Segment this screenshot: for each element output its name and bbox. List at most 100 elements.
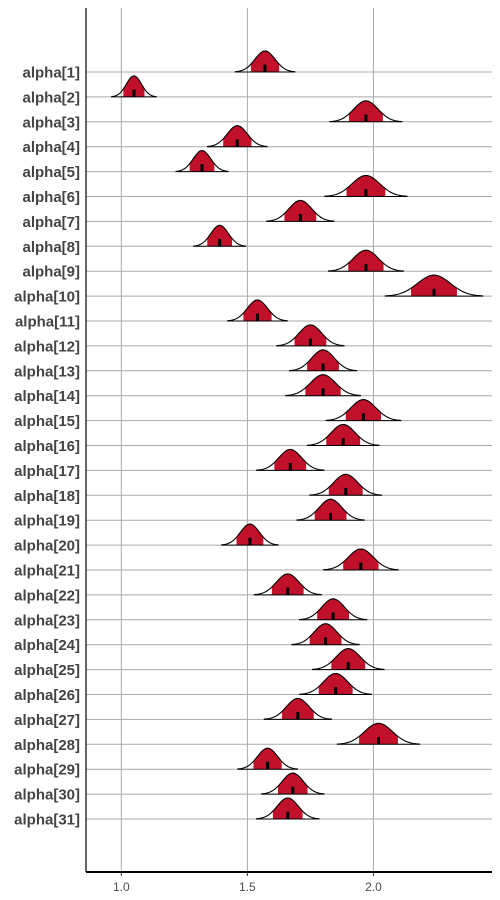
median-marker (288, 463, 292, 471)
density-outline (255, 797, 320, 820)
param-ridge (227, 299, 288, 322)
gridlines (86, 8, 492, 872)
median-marker (321, 363, 325, 371)
y-tick-label: alpha[9] (22, 264, 80, 281)
median-marker (346, 662, 350, 670)
param-ridge (260, 772, 325, 795)
density-outline (328, 249, 404, 272)
median-marker (291, 786, 295, 795)
y-tick-label: alpha[11] (15, 314, 80, 331)
density-outline (253, 573, 322, 596)
median-marker (286, 587, 290, 595)
y-tick-label: alpha[7] (22, 214, 80, 231)
density-outline (329, 100, 403, 123)
param-ridge (328, 249, 404, 272)
param-ridge (234, 50, 296, 73)
median-marker (364, 114, 368, 122)
density-outline (288, 349, 358, 372)
param-ridge (263, 697, 332, 720)
density-outline (323, 548, 399, 571)
density-outline (237, 747, 298, 770)
y-tick-label: alpha[4] (22, 139, 80, 156)
y-tick-label: alpha[27] (14, 712, 80, 729)
y-tick-label: alpha[13] (14, 363, 80, 380)
param-ridge (253, 573, 322, 596)
density-outline (193, 224, 247, 247)
density-outline (256, 448, 325, 471)
param-ridge (276, 324, 345, 347)
param-ridge (237, 747, 298, 770)
median-marker (432, 288, 436, 297)
param-ridge (309, 473, 383, 496)
param-ridge (256, 448, 325, 471)
y-tick-label: alpha[12] (14, 338, 80, 355)
median-marker (308, 338, 312, 346)
param-ridge (306, 423, 380, 446)
param-ridge (384, 274, 484, 297)
y-tick-label: alpha[21] (14, 563, 80, 580)
median-marker (321, 388, 325, 396)
y-tick-label: alpha[24] (14, 637, 80, 654)
density-outline (111, 75, 157, 98)
param-ridge (266, 199, 335, 222)
y-tick-label: alpha[3] (22, 114, 80, 131)
median-marker (218, 238, 222, 247)
density-outline (311, 648, 385, 670)
y-tick-label: alpha[28] (14, 737, 80, 754)
param-ridge (325, 399, 402, 422)
density-ridges (111, 50, 484, 820)
density-outline (266, 199, 335, 222)
y-tick-label: alpha[15] (14, 413, 80, 430)
median-marker (200, 164, 204, 172)
y-tick-label: alpha[23] (14, 612, 80, 629)
density-outline (299, 672, 373, 695)
density-outline (296, 498, 365, 521)
density-outline (260, 772, 325, 795)
density-outline (206, 125, 268, 148)
y-tick-label: alpha[2] (22, 89, 80, 106)
param-ridge (285, 374, 361, 397)
density-outline (175, 150, 229, 172)
density-outline (227, 299, 288, 322)
y-tick-label: alpha[14] (14, 388, 80, 405)
y-tick-label: alpha[1] (22, 65, 80, 82)
x-tick-labels: 1.0 1.5 2.0 (113, 880, 382, 894)
density-outline (384, 274, 484, 297)
y-tick-label: alpha[25] (14, 662, 80, 679)
median-marker (263, 64, 267, 72)
median-marker (248, 537, 252, 546)
y-tick-label: alpha[10] (14, 289, 80, 306)
x-tick-label: 1.0 (113, 880, 130, 894)
density-outline (234, 50, 296, 73)
x-tick-label: 1.5 (239, 880, 256, 894)
median-marker (324, 637, 328, 645)
density-outline (276, 324, 345, 347)
median-marker (361, 413, 365, 421)
axes (85, 8, 492, 876)
median-marker (296, 712, 300, 720)
param-ridge (111, 75, 157, 98)
param-ridge (291, 623, 360, 646)
median-marker (377, 736, 381, 745)
density-outline (285, 374, 361, 397)
x-tick-label: 2.0 (365, 880, 382, 894)
y-tick-label: alpha[19] (14, 513, 80, 530)
median-marker (132, 89, 136, 97)
density-outline (336, 722, 421, 745)
param-ridge (329, 100, 403, 123)
median-marker (334, 687, 338, 695)
y-tick-label: alpha[26] (14, 687, 80, 704)
median-marker (286, 811, 290, 819)
density-outline (325, 399, 402, 421)
param-ridge (336, 722, 421, 745)
param-ridge (311, 648, 385, 671)
density-outline (309, 473, 383, 496)
density-outline (299, 598, 368, 621)
param-ridge (255, 797, 320, 820)
param-ridge (299, 672, 373, 695)
density-outline (291, 623, 360, 646)
param-ridge (288, 349, 358, 372)
y-tick-label: alpha[29] (14, 762, 80, 779)
y-tick-label: alpha[22] (14, 587, 80, 604)
